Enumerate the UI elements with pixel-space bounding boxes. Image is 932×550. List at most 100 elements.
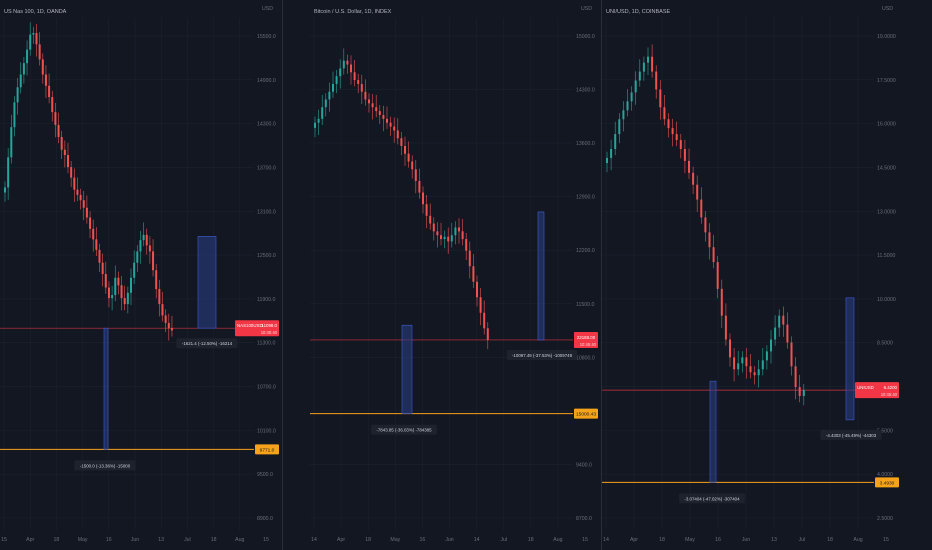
x-tick-label: 13 <box>771 537 777 543</box>
candle-body <box>606 157 608 164</box>
y-tick-label: 8900.0 <box>257 516 273 522</box>
projections[interactable]: -3.07404 (-47.02%) -307404 -4.4303 (-45.4… <box>679 297 882 504</box>
candle-body <box>89 217 92 229</box>
candle-body <box>164 315 167 323</box>
x-tick-label: Apr <box>26 537 34 543</box>
y-tick-label: 12900.0 <box>576 195 595 201</box>
chart-title: Bitcoin / U.S. Dollar, 1D, INDEX <box>314 9 392 15</box>
candle-body <box>696 184 699 200</box>
chart-panel-2[interactable]: 15000.0 14300.0 13600.0 12900.0 12200.0 11500… <box>310 6 598 543</box>
x-tick-label: 15 <box>263 537 269 543</box>
candle-body <box>476 281 478 298</box>
candle <box>139 230 142 264</box>
candle-body <box>720 288 723 316</box>
candle-body <box>360 83 363 92</box>
candle-body <box>107 287 110 299</box>
projection-down-box[interactable] <box>709 380 717 483</box>
candle <box>19 62 22 94</box>
level-tag-text: 3.4930 <box>880 480 895 486</box>
price-tag-bg <box>855 382 899 399</box>
projections[interactable]: -7843.85 (-36.03%) -784385 -10097.49 (-37… <box>371 211 578 435</box>
chart-panel-3[interactable]: 19.0000 17.5000 16.0000 14.5000 13.0000 11.50… <box>602 6 899 543</box>
candle <box>790 336 793 376</box>
candle-body <box>737 363 740 370</box>
candle <box>82 190 85 221</box>
candle <box>745 348 748 379</box>
x-tick-label: Jun <box>445 537 453 543</box>
candle-body <box>450 235 453 242</box>
projections[interactable]: -1500.0 (-13.36%) -15000 -1621.4 (-12.50%… <box>74 236 238 471</box>
x-tick-label: 15 <box>1 537 7 543</box>
candle <box>120 276 123 311</box>
candle <box>675 121 678 147</box>
candle <box>389 116 392 136</box>
x-tick-label: Jul <box>500 537 507 543</box>
candle-body <box>440 235 442 240</box>
candle <box>32 26 35 44</box>
candle <box>148 236 151 264</box>
candle-body <box>26 49 29 64</box>
candle <box>133 250 136 284</box>
candle <box>41 53 44 84</box>
y-tick-label: 19.0000 <box>877 34 896 40</box>
y-tick-label: 11.5000 <box>877 253 895 259</box>
candle <box>4 181 6 202</box>
candle <box>606 151 608 173</box>
price-tag-symbol: NAS100USD <box>237 323 263 328</box>
candle-body <box>663 107 666 120</box>
candle-body <box>618 119 621 135</box>
candle <box>774 315 777 346</box>
x-tick-label: 14 <box>311 537 317 543</box>
chart-panel-1[interactable]: 15500.0 14900.0 14300.0 13700.0 13100.0 12500… <box>0 6 279 543</box>
candle <box>38 32 41 66</box>
candle-body <box>111 295 114 299</box>
candle <box>342 48 345 75</box>
candle-body <box>82 200 85 208</box>
x-tick-label: 15 <box>582 537 588 543</box>
candle <box>332 71 334 98</box>
candle <box>353 60 356 87</box>
candle <box>479 288 482 326</box>
candle-body <box>389 122 392 127</box>
candle-body <box>357 80 360 84</box>
candle <box>765 345 768 370</box>
candle <box>73 168 76 202</box>
projection-down-box[interactable] <box>103 327 109 450</box>
candle <box>57 112 60 144</box>
candle <box>48 73 51 104</box>
candle <box>465 232 468 260</box>
y-tick-label: 8700.0 <box>576 516 592 522</box>
candle <box>794 357 797 400</box>
candle-body <box>407 153 410 162</box>
measure-label-bg <box>74 460 136 471</box>
candle-body <box>733 357 736 370</box>
candle-body <box>167 322 170 329</box>
projection-up-box[interactable] <box>537 211 545 341</box>
candle-body <box>414 169 417 181</box>
candle <box>130 268 132 306</box>
candle <box>314 116 316 138</box>
candles <box>4 22 173 341</box>
price-tag-symbol: UNIUSD <box>857 385 874 390</box>
y-tick-label: 13.0000 <box>877 209 896 215</box>
candle <box>400 132 403 156</box>
candle <box>786 312 789 349</box>
candle <box>642 56 645 81</box>
projection-down-box[interactable] <box>401 324 413 414</box>
candle-body <box>123 298 126 305</box>
candle-body <box>328 91 331 100</box>
y-tick-label: 12500.0 <box>257 253 276 259</box>
candle-body <box>342 60 345 69</box>
candle <box>741 351 744 373</box>
projection-up-box[interactable] <box>197 236 217 329</box>
projection-up-box[interactable] <box>845 297 855 421</box>
candle-body <box>368 99 370 104</box>
level-tag-bg <box>875 477 899 488</box>
candle <box>667 113 670 138</box>
y-tick-label: 5.5000 <box>877 428 893 434</box>
candle-body <box>7 157 10 188</box>
candle <box>364 79 367 106</box>
candle-body <box>136 251 139 263</box>
candle-body <box>393 126 396 131</box>
